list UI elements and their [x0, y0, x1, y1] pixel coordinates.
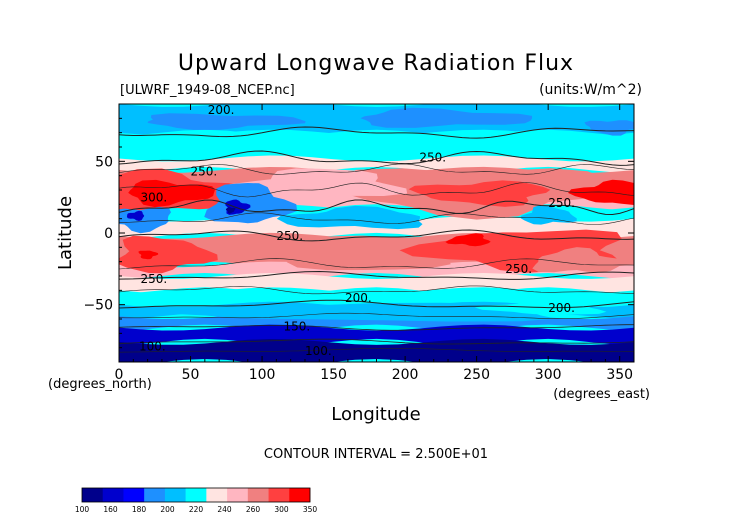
flux-region — [119, 235, 218, 274]
contour-label: 250. — [141, 272, 168, 286]
x-tick-label: 300 — [535, 367, 562, 383]
contour-line — [119, 150, 634, 166]
colorbar-label: 160 — [103, 505, 118, 514]
colorbar-swatch — [144, 488, 166, 502]
colorbar-swatch — [247, 488, 269, 502]
colorbar-label: 100 — [75, 505, 90, 514]
contour-label: 100. — [139, 340, 166, 354]
flux-region — [408, 180, 551, 207]
contour-labels: 200. 200. 200. 250. 250. 250. 250. 250. 250. 300.… — [139, 103, 575, 358]
x-tick-label: 0 — [115, 367, 124, 383]
contour-label: 250. — [505, 262, 532, 276]
x-tick-label: 150 — [320, 367, 347, 383]
plot-area: 200. 200. 200. 250. 250. 250. 250. 250. 250. 300.… — [119, 103, 634, 362]
flux-region — [584, 120, 634, 136]
colorbar-swatch — [268, 488, 290, 502]
contour-line — [119, 312, 634, 319]
contour-label: 250. — [548, 196, 575, 210]
flux-region — [225, 207, 236, 214]
flux-region — [128, 179, 215, 208]
y-unit-label: (degrees_north) — [48, 377, 152, 392]
colorbar-frame — [81, 487, 311, 503]
colorbar-swatch — [185, 488, 207, 502]
flux-band — [119, 129, 634, 162]
contour-line — [119, 338, 634, 345]
contour-lines — [119, 126, 634, 353]
colorbar-swatch — [206, 488, 228, 502]
contour-line — [119, 182, 634, 198]
colorbar-label: 260 — [246, 505, 261, 514]
x-axis: 0 50 100 150 200 250 300 350 — [115, 104, 633, 383]
flux-region — [568, 179, 634, 205]
flux-region — [147, 113, 306, 130]
colorbar-swatch — [227, 488, 249, 502]
contour-label: 250. — [191, 165, 218, 179]
colorbar-swatch — [289, 488, 311, 502]
flux-region — [532, 247, 625, 273]
contour-line — [119, 229, 634, 242]
contour-line — [119, 126, 634, 139]
x-tick-label: 50 — [182, 367, 200, 383]
colorbar-label: 240 — [217, 505, 232, 514]
colorbar-label: 350 — [303, 505, 318, 514]
contour-line — [119, 324, 634, 331]
x-tick-label: 100 — [249, 367, 276, 383]
contour-line — [119, 212, 634, 225]
y-tick-label: 50 — [95, 154, 113, 170]
flux-region — [126, 210, 145, 221]
colorbar: 100 160 180 200 220 240 260 300 350 — [75, 487, 318, 514]
colorbar-swatch — [102, 488, 124, 502]
x-axis-title: Longitude — [331, 404, 421, 425]
chart-title: Upward Longwave Radiation Flux — [178, 51, 574, 76]
source-file-label: [ULWRF_1949-08_NCEP.nc] — [120, 83, 295, 98]
flux-band — [119, 338, 634, 362]
flux-region — [138, 250, 159, 260]
x-unit-label: (degrees_east) — [553, 387, 650, 402]
colorbar-label: 180 — [132, 505, 147, 514]
contour-interval-label: CONTOUR INTERVAL = 2.500E+01 — [264, 447, 488, 462]
y-tick-label: −50 — [83, 298, 113, 314]
contour-label: 250. — [276, 229, 303, 243]
contour-line — [119, 270, 634, 280]
x-tick-label: 350 — [606, 367, 633, 383]
flux-region — [223, 168, 408, 198]
colorbar-swatch — [164, 488, 186, 502]
colorbar-swatch — [82, 488, 104, 502]
flux-region — [360, 107, 533, 128]
contour-label: 300. — [141, 191, 168, 205]
y-axis: −50 0 50 — [83, 117, 634, 349]
contour-label: 250. — [419, 150, 446, 164]
flux-region — [445, 233, 491, 247]
x-tick-label: 250 — [463, 367, 490, 383]
x-tick-label: 200 — [392, 367, 419, 383]
contour-line — [119, 299, 634, 309]
contour-line — [119, 258, 634, 270]
contour-label: 100. — [305, 344, 332, 358]
contour-line — [119, 163, 634, 175]
contour-label: 200. — [345, 291, 372, 305]
contour-label: 200. — [208, 103, 235, 117]
contour-line — [119, 348, 634, 353]
contour-label: 200. — [548, 301, 575, 315]
colorbar-label: 220 — [189, 505, 204, 514]
contour-label: 150. — [284, 320, 311, 334]
colorbar-label: 200 — [160, 505, 175, 514]
contour-line — [119, 199, 634, 216]
y-tick-label: 0 — [104, 226, 113, 242]
flux-region — [520, 205, 577, 225]
colorbar-swatch — [123, 488, 145, 502]
colorbar-label: 300 — [274, 505, 289, 514]
contour-line — [119, 285, 634, 295]
units-label: (units:W/m^2) — [539, 82, 642, 98]
y-axis-title: Latitude — [55, 196, 76, 270]
flux-regions — [119, 107, 634, 322]
